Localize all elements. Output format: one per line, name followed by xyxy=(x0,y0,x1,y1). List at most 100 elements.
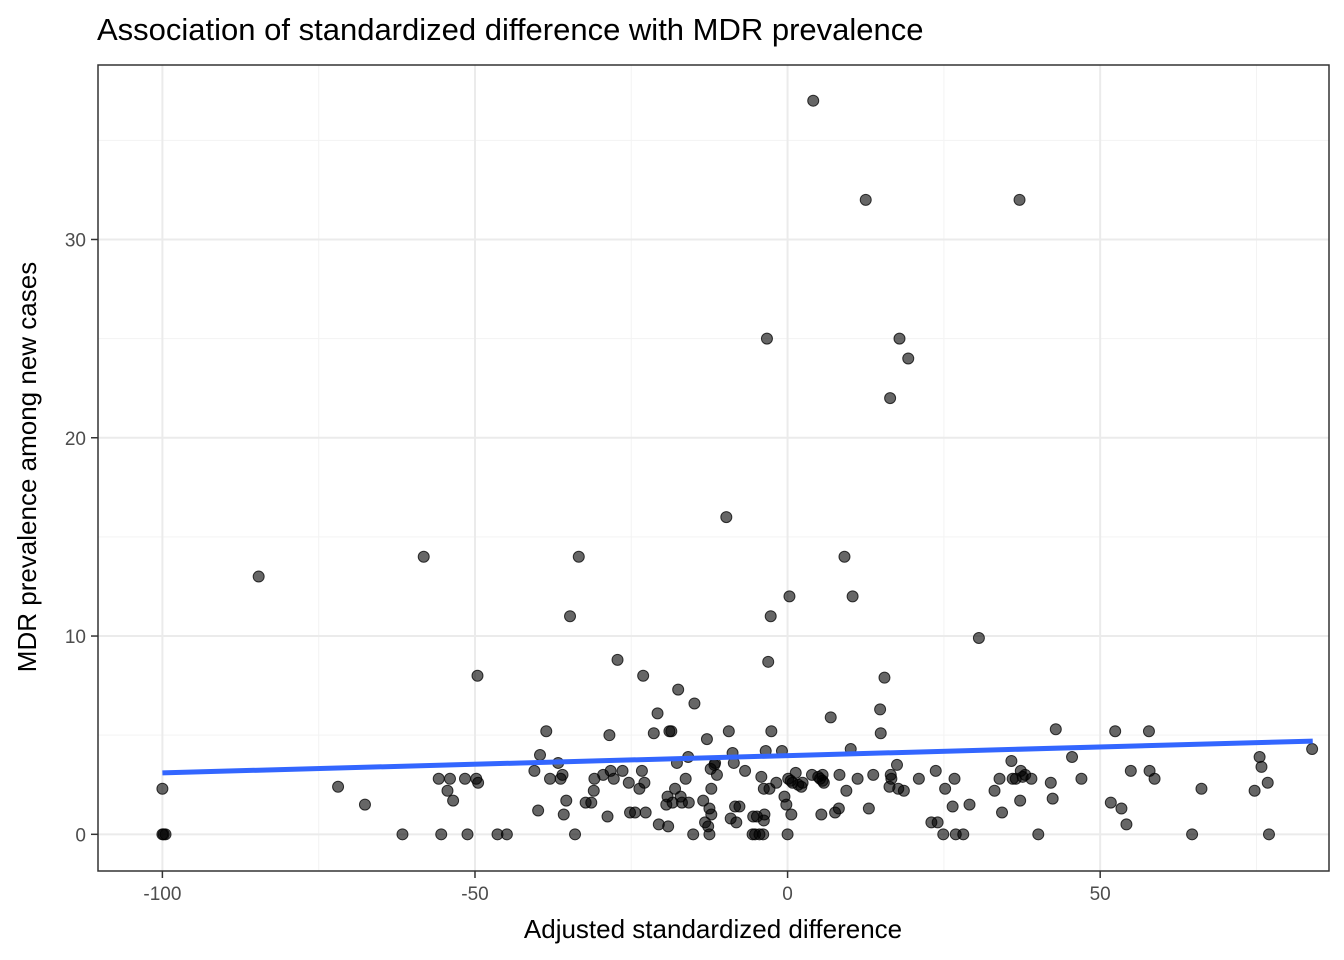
x-axis-title: Adjusted standardized difference xyxy=(524,914,902,944)
data-point xyxy=(758,808,771,821)
data-point xyxy=(647,727,660,740)
data-point xyxy=(635,764,648,777)
data-point xyxy=(1104,796,1117,809)
data-point xyxy=(789,766,802,779)
data-point xyxy=(730,816,743,829)
data-point xyxy=(679,772,692,785)
data-point xyxy=(884,392,897,405)
data-point xyxy=(840,784,853,797)
data-point xyxy=(710,768,723,781)
data-point xyxy=(461,828,474,841)
grid-layer xyxy=(98,65,1329,871)
data-point xyxy=(500,828,513,841)
data-point xyxy=(948,772,961,785)
data-point xyxy=(534,749,547,762)
data-point xyxy=(1115,802,1128,815)
data-point xyxy=(755,770,768,783)
data-point xyxy=(601,810,614,823)
y-axis-title: MDR prevalence among new cases xyxy=(12,262,42,672)
data-point xyxy=(931,816,944,829)
data-point xyxy=(622,776,635,789)
data-point xyxy=(902,352,915,365)
data-point xyxy=(929,764,942,777)
data-point xyxy=(629,806,642,819)
data-point xyxy=(544,772,557,785)
data-point xyxy=(785,808,798,821)
x-tick-label: -50 xyxy=(461,884,488,905)
data-point xyxy=(332,780,345,793)
data-point xyxy=(1032,828,1045,841)
data-point xyxy=(687,828,700,841)
data-point xyxy=(859,193,872,206)
data-point xyxy=(441,784,454,797)
data-point xyxy=(611,653,624,666)
data-point xyxy=(358,798,371,811)
data-point xyxy=(781,828,794,841)
x-tick-label: 0 xyxy=(782,884,793,905)
data-point xyxy=(946,800,959,813)
data-point xyxy=(739,764,752,777)
data-point xyxy=(1186,828,1199,841)
data-point xyxy=(897,784,910,797)
data-point xyxy=(1195,782,1208,795)
data-point xyxy=(1005,754,1018,767)
data-point xyxy=(757,828,770,841)
data-point xyxy=(1014,794,1027,807)
data-point xyxy=(765,725,778,738)
data-point xyxy=(697,794,710,807)
data-point xyxy=(443,772,456,785)
data-point xyxy=(471,669,484,682)
data-point xyxy=(607,772,620,785)
data-point xyxy=(1120,818,1133,831)
data-point xyxy=(733,800,746,813)
data-point xyxy=(705,808,718,821)
data-point xyxy=(417,550,430,563)
data-point xyxy=(939,782,952,795)
data-point xyxy=(156,782,169,795)
data-point xyxy=(1306,743,1319,756)
ticks-layer: -100 -50 0 50 0 10 20 30 xyxy=(65,230,1111,905)
data-point xyxy=(988,784,1001,797)
data-point xyxy=(780,798,793,811)
data-point xyxy=(637,669,650,682)
data-point xyxy=(912,772,925,785)
data-point xyxy=(846,590,859,603)
data-point xyxy=(878,671,891,684)
data-point xyxy=(1248,784,1261,797)
data-point xyxy=(472,776,485,789)
data-point xyxy=(890,758,903,771)
data-point xyxy=(396,828,409,841)
data-point xyxy=(720,511,733,524)
data-point xyxy=(688,697,701,710)
data-point xyxy=(1109,725,1122,738)
y-tick-label: 10 xyxy=(65,627,86,648)
data-point xyxy=(996,806,1009,819)
data-point xyxy=(993,772,1006,785)
data-point xyxy=(762,655,775,668)
data-point xyxy=(874,727,887,740)
chart-title: Association of standardized difference w… xyxy=(97,12,924,47)
data-point xyxy=(157,828,170,841)
data-point xyxy=(1075,772,1088,785)
data-point xyxy=(603,729,616,742)
data-point xyxy=(1148,772,1161,785)
y-tick-label: 0 xyxy=(75,825,86,846)
data-point xyxy=(1025,772,1038,785)
data-point xyxy=(770,776,783,789)
data-point xyxy=(560,794,573,807)
data-point xyxy=(532,804,545,817)
data-point xyxy=(832,802,845,815)
x-tick-label: 50 xyxy=(1090,884,1111,905)
data-point xyxy=(862,802,875,815)
data-point xyxy=(722,725,735,738)
data-point xyxy=(815,808,828,821)
data-point xyxy=(705,782,718,795)
data-point xyxy=(957,828,970,841)
data-point xyxy=(783,590,796,603)
data-point xyxy=(838,550,851,563)
trend-layer xyxy=(162,738,1313,776)
data-point xyxy=(764,610,777,623)
data-point xyxy=(851,772,864,785)
data-point xyxy=(807,94,820,107)
data-point xyxy=(252,570,265,583)
